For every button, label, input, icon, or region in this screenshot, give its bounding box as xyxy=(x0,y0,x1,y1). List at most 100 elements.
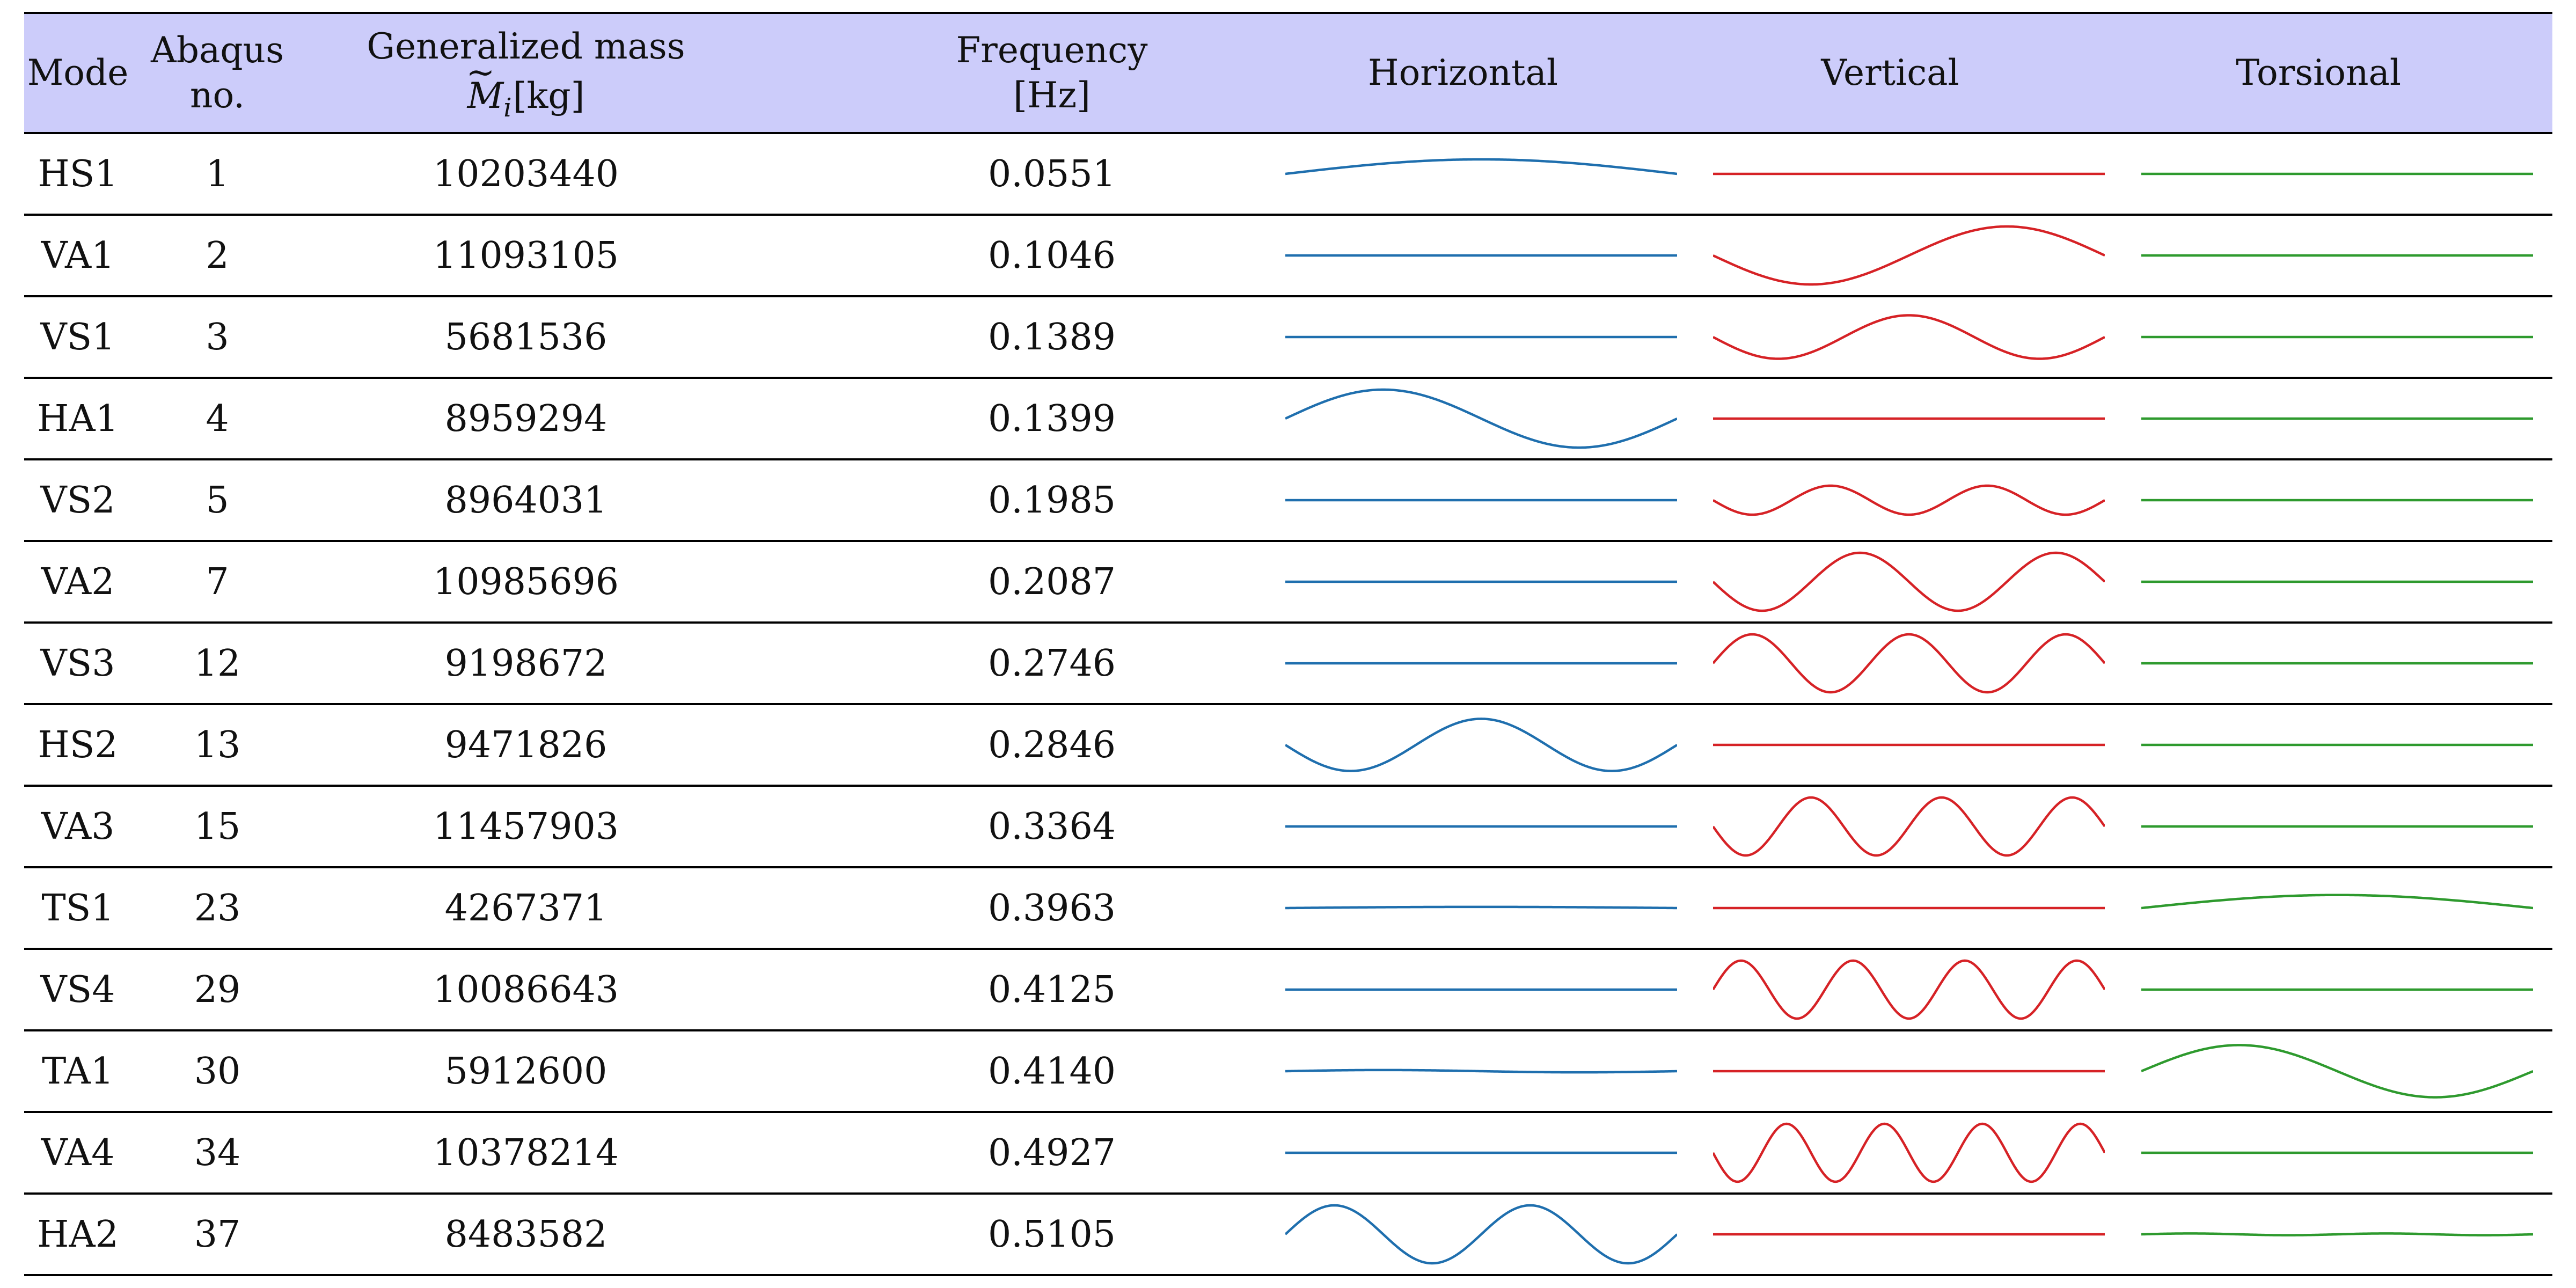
abaqus-cell: 30 xyxy=(131,1031,303,1111)
mass-cell: 8959294 xyxy=(303,379,749,458)
freq-cell: 0.4125 xyxy=(963,950,1140,1029)
torsional-mode-shape xyxy=(2141,297,2533,377)
mass-value: 11093105 xyxy=(433,234,619,277)
vertical-shape-plot xyxy=(1713,633,2105,694)
abaqus-value: 15 xyxy=(194,805,241,848)
table-row: HA1 4 8959294 0.1399 xyxy=(24,379,2552,460)
torsional-shape-curve xyxy=(2141,1232,2533,1236)
abaqus-cell: 12 xyxy=(131,624,303,703)
mode-value: HS2 xyxy=(38,723,118,766)
table-header: Mode Abaqus no. Generalized mass ~ Mi[kg]… xyxy=(24,12,2552,134)
mass-cell: 5681536 xyxy=(303,297,749,377)
mode-cell: TA1 xyxy=(24,1031,131,1111)
horizontal-mode-shape xyxy=(1285,134,1677,214)
freq-cell: 0.5105 xyxy=(963,1195,1140,1274)
vertical-shape-plot xyxy=(1713,225,2105,286)
torsional-shape-plot xyxy=(2141,580,2533,583)
header-vertical-label: Vertical xyxy=(1821,52,1959,93)
vertical-mode-shape xyxy=(1713,542,2105,621)
torsional-mode-shape xyxy=(2141,705,2533,785)
vertical-shape-plot xyxy=(1713,743,2105,747)
horizontal-shape-plot xyxy=(1285,388,1677,449)
freq-value: 0.2746 xyxy=(988,642,1116,685)
freq-cell: 0.1985 xyxy=(963,460,1140,540)
torsional-shape-plot xyxy=(2141,417,2533,420)
table-row: VA1 2 11093105 0.1046 xyxy=(24,216,2552,297)
horizontal-mode-shape xyxy=(1285,216,1677,295)
mode-value: TS1 xyxy=(41,887,114,930)
table-row: VS4 29 10086643 0.4125 xyxy=(24,950,2552,1031)
freq-cell: 0.4140 xyxy=(963,1031,1140,1111)
vertical-shape-curve xyxy=(1713,959,2105,1020)
header-freq-line2: [Hz] xyxy=(1013,75,1091,116)
header-vertical: Vertical xyxy=(1694,14,2086,132)
vertical-shape-curve xyxy=(1713,633,2105,694)
horizontal-mode-shape xyxy=(1285,1031,1677,1111)
vertical-mode-shape xyxy=(1713,460,2105,540)
mass-cell: 10985696 xyxy=(303,542,749,621)
vertical-mode-shape xyxy=(1713,297,2105,377)
header-mass-line1: Generalized mass xyxy=(367,26,685,67)
horizontal-shape-plot xyxy=(1285,1151,1677,1154)
vertical-shape-plot xyxy=(1713,484,2105,516)
freq-cell: 0.2746 xyxy=(963,624,1140,703)
table-row: VS1 3 5681536 0.1389 xyxy=(24,297,2552,379)
mass-value: 10203440 xyxy=(433,152,619,195)
mass-cell: 11457903 xyxy=(303,787,749,866)
horizontal-shape-curve xyxy=(1285,158,1677,175)
vertical-mode-shape xyxy=(1713,134,2105,214)
vertical-shape-curve xyxy=(1713,225,2105,286)
vertical-shape-curve xyxy=(1713,796,2105,857)
header-horizontal-label: Horizontal xyxy=(1368,52,1558,93)
vertical-shape-plot xyxy=(1713,1070,2105,1073)
mode-shape-table: Mode Abaqus no. Generalized mass ~ Mi[kg]… xyxy=(24,12,2552,1276)
horizontal-shape-curve xyxy=(1285,1069,1677,1074)
mode-value: VA3 xyxy=(41,805,115,848)
horizontal-mode-shape xyxy=(1285,624,1677,703)
header-abaqus-line2: no. xyxy=(189,75,245,116)
freq-cell: 0.2846 xyxy=(963,705,1140,785)
mode-cell: VA4 xyxy=(24,1113,131,1192)
abaqus-cell: 23 xyxy=(131,868,303,948)
mass-symbol-letter: M xyxy=(467,75,504,116)
table-row: VA3 15 11457903 0.3364 xyxy=(24,787,2552,868)
abaqus-value: 2 xyxy=(206,234,229,277)
vertical-mode-shape xyxy=(1713,379,2105,458)
horizontal-mode-shape xyxy=(1285,460,1677,540)
header-freq-line1: Frequency xyxy=(956,30,1148,71)
mode-value: TA1 xyxy=(41,1050,114,1093)
horizontal-shape-plot xyxy=(1285,335,1677,339)
header-torsional-label: Torsional xyxy=(2236,52,2401,93)
mode-value: VS3 xyxy=(40,642,115,685)
vertical-shape-plot xyxy=(1713,417,2105,420)
horizontal-mode-shape xyxy=(1285,868,1677,948)
abaqus-cell: 1 xyxy=(131,134,303,214)
mode-cell: HS2 xyxy=(24,705,131,785)
header-abaqus-line1: Abaqus xyxy=(151,30,284,71)
mass-value: 8483582 xyxy=(444,1213,608,1256)
freq-cell: 0.1399 xyxy=(963,379,1140,458)
torsional-shape-plot xyxy=(2141,1151,2533,1154)
abaqus-value: 7 xyxy=(206,560,229,603)
horizontal-mode-shape xyxy=(1285,950,1677,1029)
horizontal-shape-curve xyxy=(1285,905,1677,910)
freq-value: 0.3963 xyxy=(988,887,1116,930)
mode-cell: HA1 xyxy=(24,379,131,458)
torsional-shape-plot xyxy=(2141,825,2533,828)
mode-cell: VS1 xyxy=(24,297,131,377)
abaqus-value: 1 xyxy=(206,152,229,195)
mode-cell: HA2 xyxy=(24,1195,131,1274)
horizontal-shape-plot xyxy=(1285,1069,1677,1074)
horizontal-mode-shape xyxy=(1285,1113,1677,1192)
header-generalized-mass: Generalized mass ~ Mi[kg] xyxy=(303,14,749,132)
vertical-shape-curve xyxy=(1713,484,2105,516)
table-row: TA1 30 5912600 0.4140 xyxy=(24,1031,2552,1113)
mass-cell: 9198672 xyxy=(303,624,749,703)
abaqus-cell: 34 xyxy=(131,1113,303,1192)
torsional-shape-plot xyxy=(2141,662,2533,665)
mass-value: 11457903 xyxy=(433,805,619,848)
torsional-mode-shape xyxy=(2141,1031,2533,1111)
torsional-shape-plot xyxy=(2141,894,2533,910)
freq-value: 0.1985 xyxy=(988,479,1116,522)
freq-cell: 0.4927 xyxy=(963,1113,1140,1192)
